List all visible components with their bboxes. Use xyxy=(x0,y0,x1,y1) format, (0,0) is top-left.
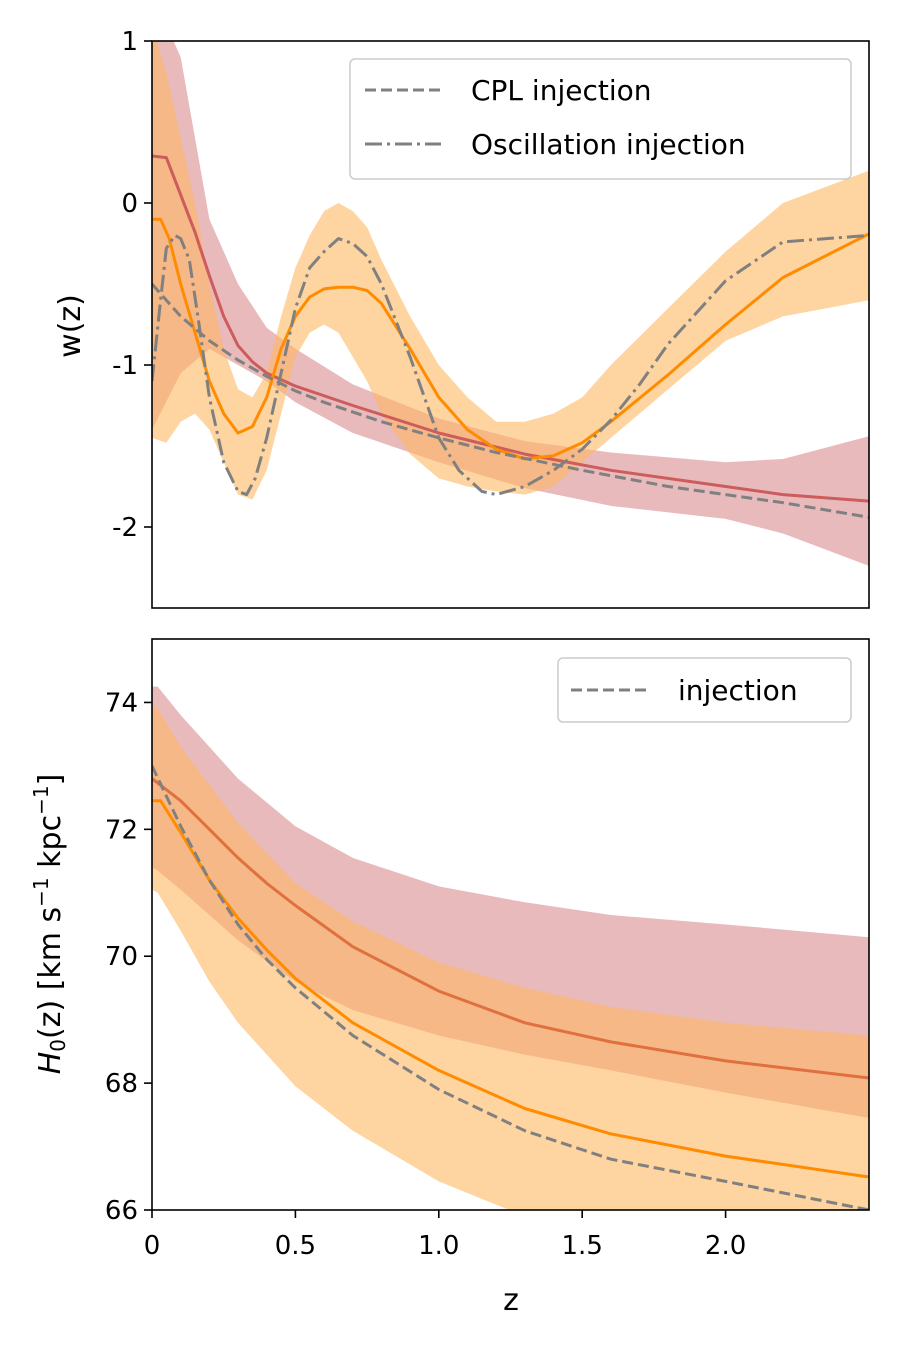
h0-ytick-label: 66 xyxy=(105,1196,138,1226)
w-line-fit-0 xyxy=(152,154,869,503)
oscillation-legend-label: Oscillation injection xyxy=(471,128,746,161)
h0-xtick-label: 1.5 xyxy=(562,1231,603,1261)
w-ytick-label: 0 xyxy=(121,189,138,219)
h0-plot-frame xyxy=(151,638,870,1211)
h0-y-axis-label: H0(z) [km s−1 kpc−1] xyxy=(29,774,70,1075)
w-band-1 xyxy=(152,41,869,500)
h0-xtick-label: 0 xyxy=(144,1231,161,1261)
h0-legend-box xyxy=(557,657,852,723)
w-y-axis-label: w(z) xyxy=(53,294,88,358)
h0-y-axis-label-symbol: H xyxy=(33,1052,68,1075)
h0-x-axis-label: z xyxy=(503,1283,519,1318)
h0-curves xyxy=(152,765,869,1210)
h0-uncertainty-bands xyxy=(152,686,869,1210)
h0-line-fit-1 xyxy=(152,799,869,1179)
h0-band-0 xyxy=(152,686,869,1118)
cpl-legend-label: CPL injection xyxy=(471,74,652,107)
w-legend: CPL injection Oscillation injection xyxy=(349,58,852,180)
h0-ytick-label: 72 xyxy=(105,815,138,845)
h0-line-injection xyxy=(152,765,869,1210)
w-y-ticks: 1 0 -1 -2 xyxy=(112,27,152,543)
w-plot-frame xyxy=(151,40,870,609)
w-ytick-label: -2 xyxy=(112,513,138,543)
h0-band-1 xyxy=(152,705,869,1210)
injection-legend-label: injection xyxy=(678,674,798,707)
h0-xtick-label: 2.0 xyxy=(705,1231,746,1261)
w-legend-box xyxy=(349,58,852,180)
w-uncertainty-bands xyxy=(152,41,869,566)
h0-xtick-label: 1.0 xyxy=(418,1231,459,1261)
w-ytick-label: -1 xyxy=(112,351,138,381)
h0-xtick-label: 0.5 xyxy=(275,1231,316,1261)
h0-y-axis-label-args: (z) [km s xyxy=(33,907,68,1039)
h0-y-axis-label-unit: kpc xyxy=(33,815,68,877)
h0-line-fit-0 xyxy=(152,777,869,1080)
h0-y-axis-label-end: ] xyxy=(33,774,68,786)
h0-legend: injection xyxy=(557,657,852,723)
h0-ytick-label: 70 xyxy=(105,942,138,972)
h0-x-ticks: 0 0.5 1.0 1.5 2.0 xyxy=(144,1210,746,1261)
w-ytick-label: 1 xyxy=(121,27,138,57)
h0-ytick-label: 68 xyxy=(105,1069,138,1099)
h0-ytick-label: 74 xyxy=(105,688,138,718)
h0-y-axis-label-sup-1: −1 xyxy=(29,877,53,906)
w-line-oscillation-injection xyxy=(152,233,869,497)
w-panel: 1 0 -1 -2 w(z) CPL injection Oscillation in… xyxy=(53,27,870,609)
h0-y-axis-label-sup-2: −1 xyxy=(29,785,53,814)
h0-y-ticks: 74 72 70 68 66 xyxy=(105,688,152,1226)
w-curves xyxy=(152,154,869,519)
h0-y-axis-label-subscript: 0 xyxy=(46,1039,70,1052)
